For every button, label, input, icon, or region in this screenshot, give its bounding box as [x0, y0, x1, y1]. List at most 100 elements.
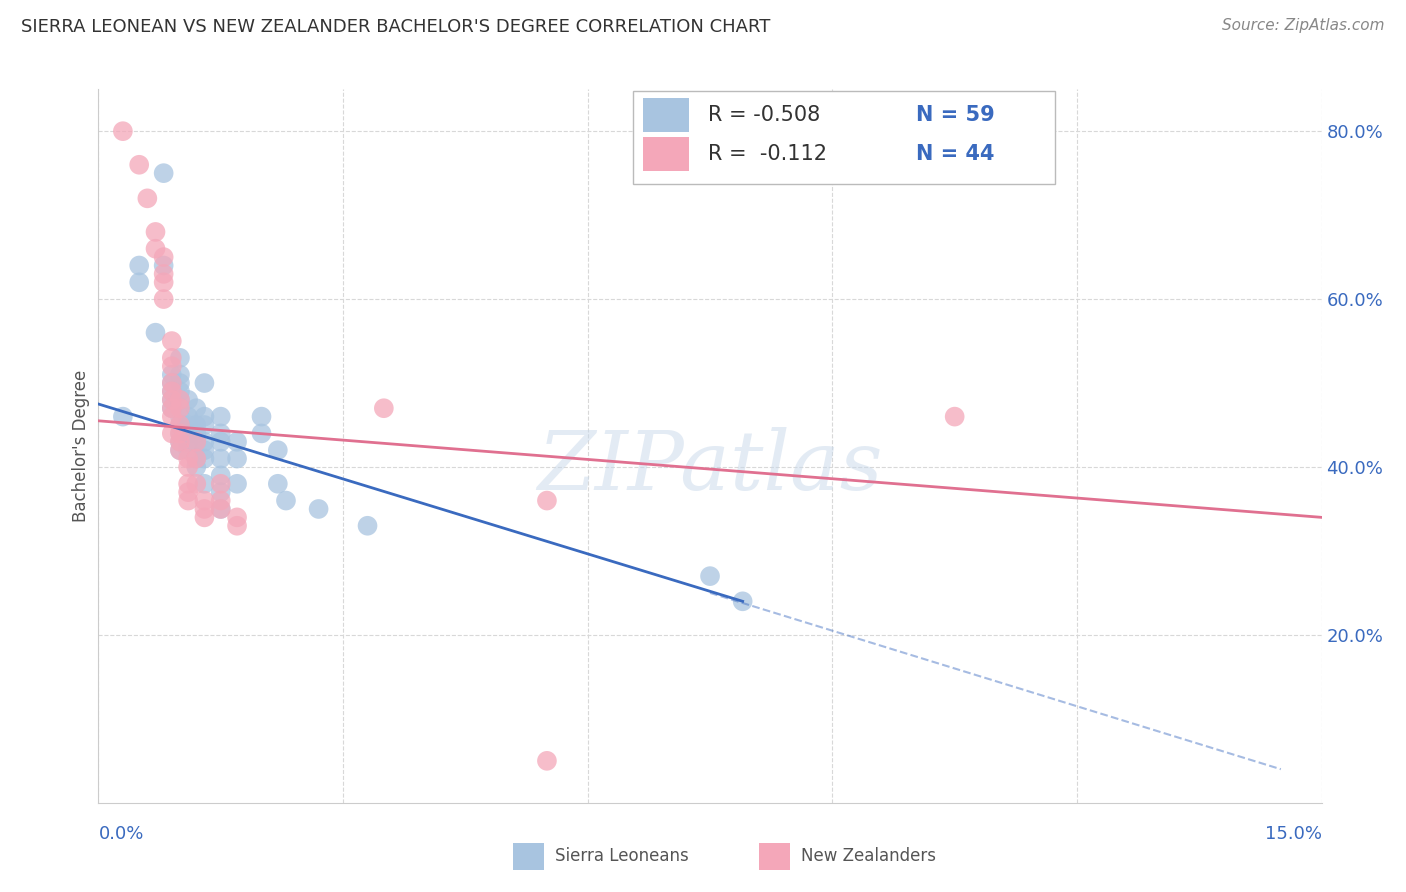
- Point: [186, 476, 208, 491]
- Point: [111, 409, 134, 424]
- Point: [177, 485, 200, 500]
- Point: [177, 476, 200, 491]
- Text: SIERRA LEONEAN VS NEW ZEALANDER BACHELOR'S DEGREE CORRELATION CHART: SIERRA LEONEAN VS NEW ZEALANDER BACHELOR…: [21, 18, 770, 36]
- Point: [169, 426, 191, 441]
- Point: [128, 158, 150, 172]
- Point: [177, 451, 200, 466]
- Point: [145, 225, 167, 239]
- Point: [160, 392, 183, 407]
- Text: R =  -0.112: R = -0.112: [707, 145, 827, 164]
- Text: N = 59: N = 59: [915, 105, 994, 125]
- Point: [536, 493, 558, 508]
- Point: [186, 417, 208, 432]
- Point: [177, 493, 200, 508]
- Point: [226, 510, 249, 524]
- Point: [169, 426, 191, 441]
- Point: [186, 451, 208, 466]
- Point: [145, 242, 167, 256]
- Point: [177, 409, 200, 424]
- Point: [160, 384, 183, 399]
- Point: [160, 384, 183, 399]
- Bar: [643, 98, 689, 132]
- Point: [267, 443, 290, 458]
- Point: [177, 434, 200, 449]
- Point: [160, 426, 183, 441]
- Point: [152, 267, 174, 281]
- Point: [152, 250, 174, 264]
- Point: [209, 426, 232, 441]
- Point: [731, 594, 754, 608]
- Point: [193, 502, 215, 516]
- Point: [226, 518, 249, 533]
- Point: [209, 485, 232, 500]
- Point: [177, 426, 200, 441]
- Point: [356, 518, 378, 533]
- Point: [177, 443, 200, 458]
- Text: Source: ZipAtlas.com: Source: ZipAtlas.com: [1222, 18, 1385, 33]
- Point: [177, 417, 200, 432]
- Text: ZIPatlas: ZIPatlas: [537, 427, 883, 508]
- Point: [160, 409, 183, 424]
- Point: [128, 259, 150, 273]
- Point: [128, 275, 150, 289]
- Point: [943, 409, 966, 424]
- Point: [193, 476, 215, 491]
- Point: [267, 476, 290, 491]
- Point: [226, 434, 249, 449]
- Point: [169, 434, 191, 449]
- Text: Sierra Leoneans: Sierra Leoneans: [555, 847, 689, 865]
- Point: [186, 426, 208, 441]
- Point: [169, 401, 191, 416]
- Point: [186, 401, 208, 416]
- Point: [193, 451, 215, 466]
- Point: [209, 451, 232, 466]
- Point: [160, 359, 183, 374]
- Point: [152, 166, 174, 180]
- Y-axis label: Bachelor's Degree: Bachelor's Degree: [72, 370, 90, 522]
- Point: [169, 417, 191, 432]
- Point: [209, 409, 232, 424]
- Point: [169, 392, 191, 407]
- Point: [186, 460, 208, 475]
- Point: [160, 376, 183, 390]
- Point: [177, 392, 200, 407]
- Point: [209, 476, 232, 491]
- Point: [250, 426, 273, 441]
- Point: [152, 275, 174, 289]
- Point: [186, 451, 208, 466]
- Point: [209, 502, 232, 516]
- Point: [209, 468, 232, 483]
- Point: [193, 409, 215, 424]
- Point: [193, 376, 215, 390]
- Point: [177, 460, 200, 475]
- Point: [169, 351, 191, 365]
- Text: 15.0%: 15.0%: [1264, 825, 1322, 843]
- Point: [160, 392, 183, 407]
- Point: [193, 417, 215, 432]
- Point: [160, 376, 183, 390]
- Point: [152, 259, 174, 273]
- Point: [699, 569, 721, 583]
- Point: [250, 409, 273, 424]
- Point: [226, 451, 249, 466]
- Text: N = 44: N = 44: [915, 145, 994, 164]
- Point: [169, 368, 191, 382]
- Point: [111, 124, 134, 138]
- Point: [536, 754, 558, 768]
- Point: [274, 493, 297, 508]
- Text: 0.0%: 0.0%: [98, 825, 143, 843]
- Point: [160, 401, 183, 416]
- Point: [160, 334, 183, 348]
- Point: [193, 443, 215, 458]
- FancyBboxPatch shape: [633, 91, 1054, 184]
- Bar: [643, 137, 689, 171]
- Point: [160, 401, 183, 416]
- Point: [169, 392, 191, 407]
- Point: [136, 191, 159, 205]
- Point: [226, 476, 249, 491]
- Text: New Zealanders: New Zealanders: [801, 847, 936, 865]
- Text: R = -0.508: R = -0.508: [707, 105, 820, 125]
- Point: [169, 384, 191, 399]
- Point: [193, 510, 215, 524]
- Point: [209, 493, 232, 508]
